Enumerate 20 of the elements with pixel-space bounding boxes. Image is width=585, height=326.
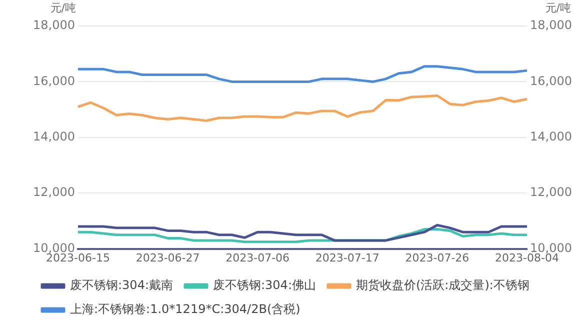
- legend-label: 废不锈钢:304:戴南: [70, 278, 173, 292]
- y-tick-label: 18,000: [32, 18, 75, 32]
- y-tick-label: 12,000: [32, 185, 75, 200]
- y2-tick-label: 18,000: [530, 18, 572, 32]
- x-tick-label: 2023-07-26: [405, 251, 470, 264]
- y-tick-label: 14,000: [32, 130, 75, 144]
- y-tick-label: 16,000: [32, 74, 75, 88]
- legend-label: 期货收盘价(活跃:成交量):不锈钢: [356, 278, 530, 292]
- legend-label: 废不锈钢:304:佛山: [212, 278, 316, 292]
- y-axis-title: 元/吨: [50, 1, 76, 14]
- y2-tick-label: 14,000: [530, 130, 572, 144]
- x-tick-label: 2023-06-27: [136, 251, 200, 264]
- y2-axis-title: 元/吨: [545, 1, 571, 14]
- y2-tick-label: 12,000: [530, 185, 572, 200]
- x-tick-label: 2023-07-06: [226, 251, 290, 264]
- legend-label: 上海:不锈钢卷:1.0*1219*C:304/2B(含税): [70, 302, 300, 316]
- y2-tick-label: 16,000: [530, 74, 572, 88]
- x-tick-label: 2023-07-17: [315, 251, 380, 264]
- y-tick-label: 10,000: [32, 240, 75, 255]
- y2-tick-label: 10,000: [530, 240, 572, 255]
